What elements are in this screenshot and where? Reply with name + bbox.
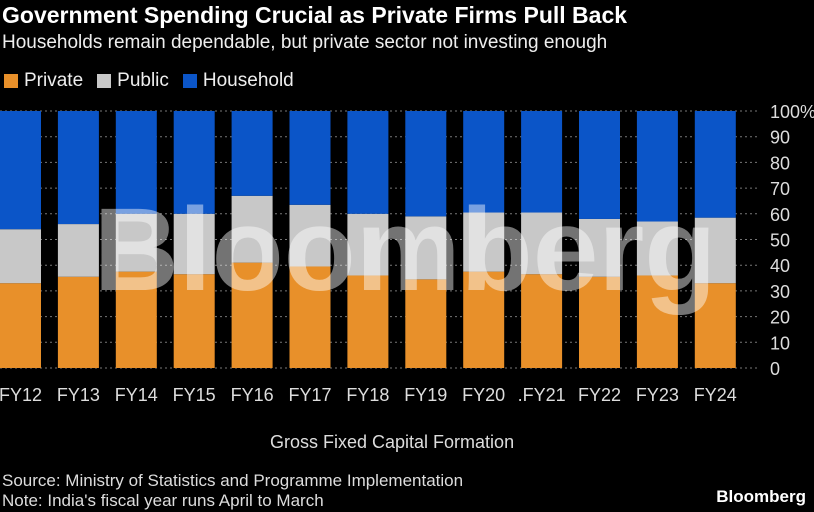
x-tick-label: FY20 <box>462 385 505 405</box>
source-note: Source: Ministry of Statistics and Progr… <box>2 471 463 511</box>
bar-household-FY20 <box>463 111 505 213</box>
bar-household-FY24 <box>694 111 736 218</box>
y-tick-label: 90 <box>770 128 790 148</box>
bar-public-FY17 <box>289 204 331 267</box>
bar-public-FY20 <box>463 212 505 272</box>
x-tick-label: FY18 <box>346 385 389 405</box>
x-tick-label: FY16 <box>231 385 274 405</box>
bar-household-FY13 <box>57 111 99 225</box>
source-text: Source: Ministry of Statistics and Progr… <box>2 471 464 490</box>
y-tick-label: 10 <box>770 333 790 353</box>
bar-private-FY23 <box>636 275 678 368</box>
bar-household-FY15 <box>173 111 215 214</box>
legend: Private Public Household <box>4 70 294 92</box>
bar-private-FY15 <box>173 274 215 368</box>
watermark-logo: Bloomberg <box>94 184 717 316</box>
legend-label: Household <box>202 70 294 91</box>
bar-household-FY16 <box>231 111 273 196</box>
y-tick-label: 60 <box>770 205 790 225</box>
x-tick-label: FY14 <box>115 385 158 405</box>
y-tick-label: 100% <box>770 102 814 122</box>
x-tick-label: .FY21 <box>518 385 566 405</box>
bar-private-FY17 <box>289 266 331 368</box>
y-tick-label: 70 <box>770 179 790 199</box>
y-tick-label: 50 <box>770 231 790 251</box>
legend-swatch <box>97 74 112 88</box>
bar-public-FY16 <box>231 195 273 263</box>
x-tick-label: FY22 <box>578 385 621 405</box>
x-tick-label: FY12 <box>0 385 42 405</box>
legend-label: Private <box>24 70 84 91</box>
bar-public-FY21 <box>521 212 563 275</box>
bar-household-FY12 <box>0 111 41 230</box>
bar-private-FY19 <box>405 279 447 368</box>
bar-public-FY14 <box>115 213 157 272</box>
bar-private-FY20 <box>463 271 505 368</box>
bloomberg-logo: Bloomberg <box>716 487 806 506</box>
bar-household-FY18 <box>347 111 389 214</box>
bar-public-FY12 <box>0 229 41 284</box>
legend-item-public: Public <box>97 70 169 92</box>
bar-household-FY14 <box>115 111 157 214</box>
bar-private-FY12 <box>0 283 41 368</box>
bar-private-FY14 <box>115 271 157 368</box>
bar-private-FY21 <box>521 274 563 368</box>
legend-item-private: Private <box>4 70 83 92</box>
bar-private-FY18 <box>347 275 389 368</box>
bar-private-FY16 <box>231 262 273 368</box>
x-tick-label: FY15 <box>173 385 216 405</box>
bar-household-FY23 <box>636 111 678 222</box>
x-tick-label: FY19 <box>404 385 447 405</box>
chart-subtitle: Households remain dependable, but privat… <box>2 32 608 53</box>
x-axis-label: Gross Fixed Capital Formation <box>270 432 515 452</box>
legend-swatch <box>182 74 197 88</box>
x-tick-label: FY17 <box>288 385 331 405</box>
y-tick-label: 20 <box>770 308 790 328</box>
bar-private-FY13 <box>57 276 99 368</box>
x-tick-label: FY23 <box>636 385 679 405</box>
note-text: Note: India's fiscal year runs April to … <box>2 491 324 510</box>
bar-public-FY13 <box>57 224 99 277</box>
bar-public-FY22 <box>579 218 620 277</box>
legend-item-household: Household <box>182 70 294 92</box>
bar-household-FY17 <box>289 111 331 205</box>
y-tick-label: 40 <box>770 256 790 276</box>
legend-label: Public <box>117 70 169 91</box>
bar-private-FY22 <box>579 276 620 368</box>
bar-private-FY24 <box>694 283 736 368</box>
bar-household-FY19 <box>405 111 447 217</box>
bar-public-FY19 <box>405 216 447 280</box>
chart-title: Government Spending Crucial as Private F… <box>2 2 628 28</box>
bar-public-FY18 <box>347 213 389 276</box>
legend-swatch <box>4 74 18 88</box>
x-tick-label: FY24 <box>694 385 737 405</box>
bar-public-FY24 <box>694 217 736 284</box>
bar-household-FY22 <box>579 111 620 219</box>
x-tick-label: FY13 <box>57 385 100 405</box>
y-tick-label: 0 <box>770 359 780 379</box>
chart-area: FY12 FY13 FY14 FY15 FY16 FY17 FY18 FY19 FY20 .FY2… <box>0 102 814 405</box>
bar-public-FY15 <box>173 213 215 275</box>
bar-household-FY21 <box>521 111 563 213</box>
y-tick-label: 30 <box>770 282 790 302</box>
bar-public-FY23 <box>636 221 678 276</box>
y-tick-label: 80 <box>770 153 790 173</box>
